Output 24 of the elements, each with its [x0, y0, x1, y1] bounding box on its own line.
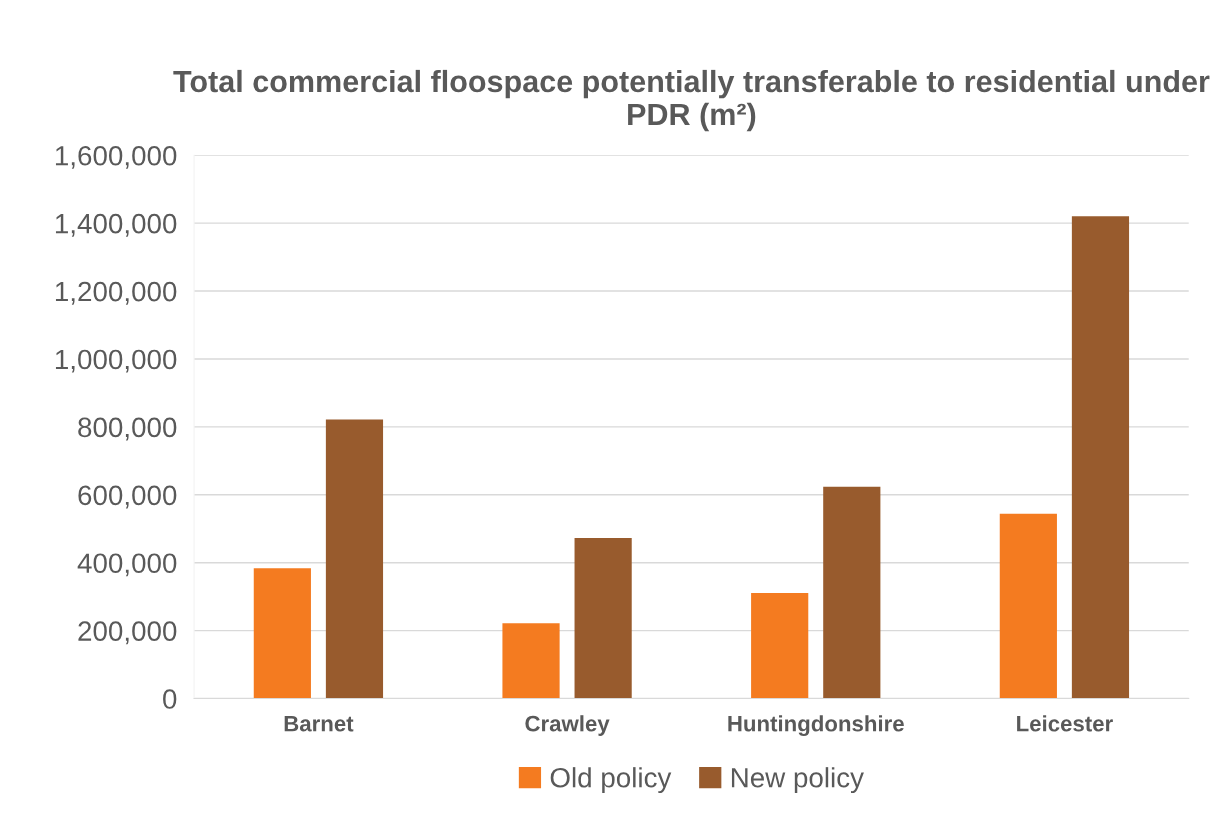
chart-title: Total commercial floospace potentially transferable to residential under PDR (m²) — [173, 69, 1210, 132]
y-tick-label: 1,200,000 — [55, 281, 177, 305]
y-tick-label: 1,400,000 — [55, 213, 177, 237]
bar — [751, 592, 809, 699]
bar — [1071, 216, 1130, 699]
y-tick-label: 600,000 — [78, 485, 177, 509]
x-tick-label: Huntingdonshire — [728, 715, 904, 737]
bar — [574, 537, 632, 699]
y-tick-label: 200,000 — [78, 621, 177, 645]
bar — [823, 486, 881, 699]
bar — [253, 568, 311, 699]
y-tick-label: 400,000 — [77, 553, 177, 577]
legend-label: New policy — [731, 767, 864, 794]
y-tick-label: 1,600,000 — [55, 145, 177, 169]
x-tick-label: Barnet — [284, 716, 354, 732]
legend-label: Old policy — [550, 767, 672, 794]
bar — [999, 513, 1057, 699]
y-tick-label: 1,000,000 — [55, 349, 177, 373]
x-tick-label: Crawley — [525, 715, 610, 736]
y-tick-label: 0 — [163, 689, 177, 709]
bar — [325, 419, 384, 699]
y-tick-label: 800,000 — [78, 417, 177, 441]
x-tick-label: Leicester — [1017, 715, 1113, 732]
bar — [502, 623, 560, 699]
